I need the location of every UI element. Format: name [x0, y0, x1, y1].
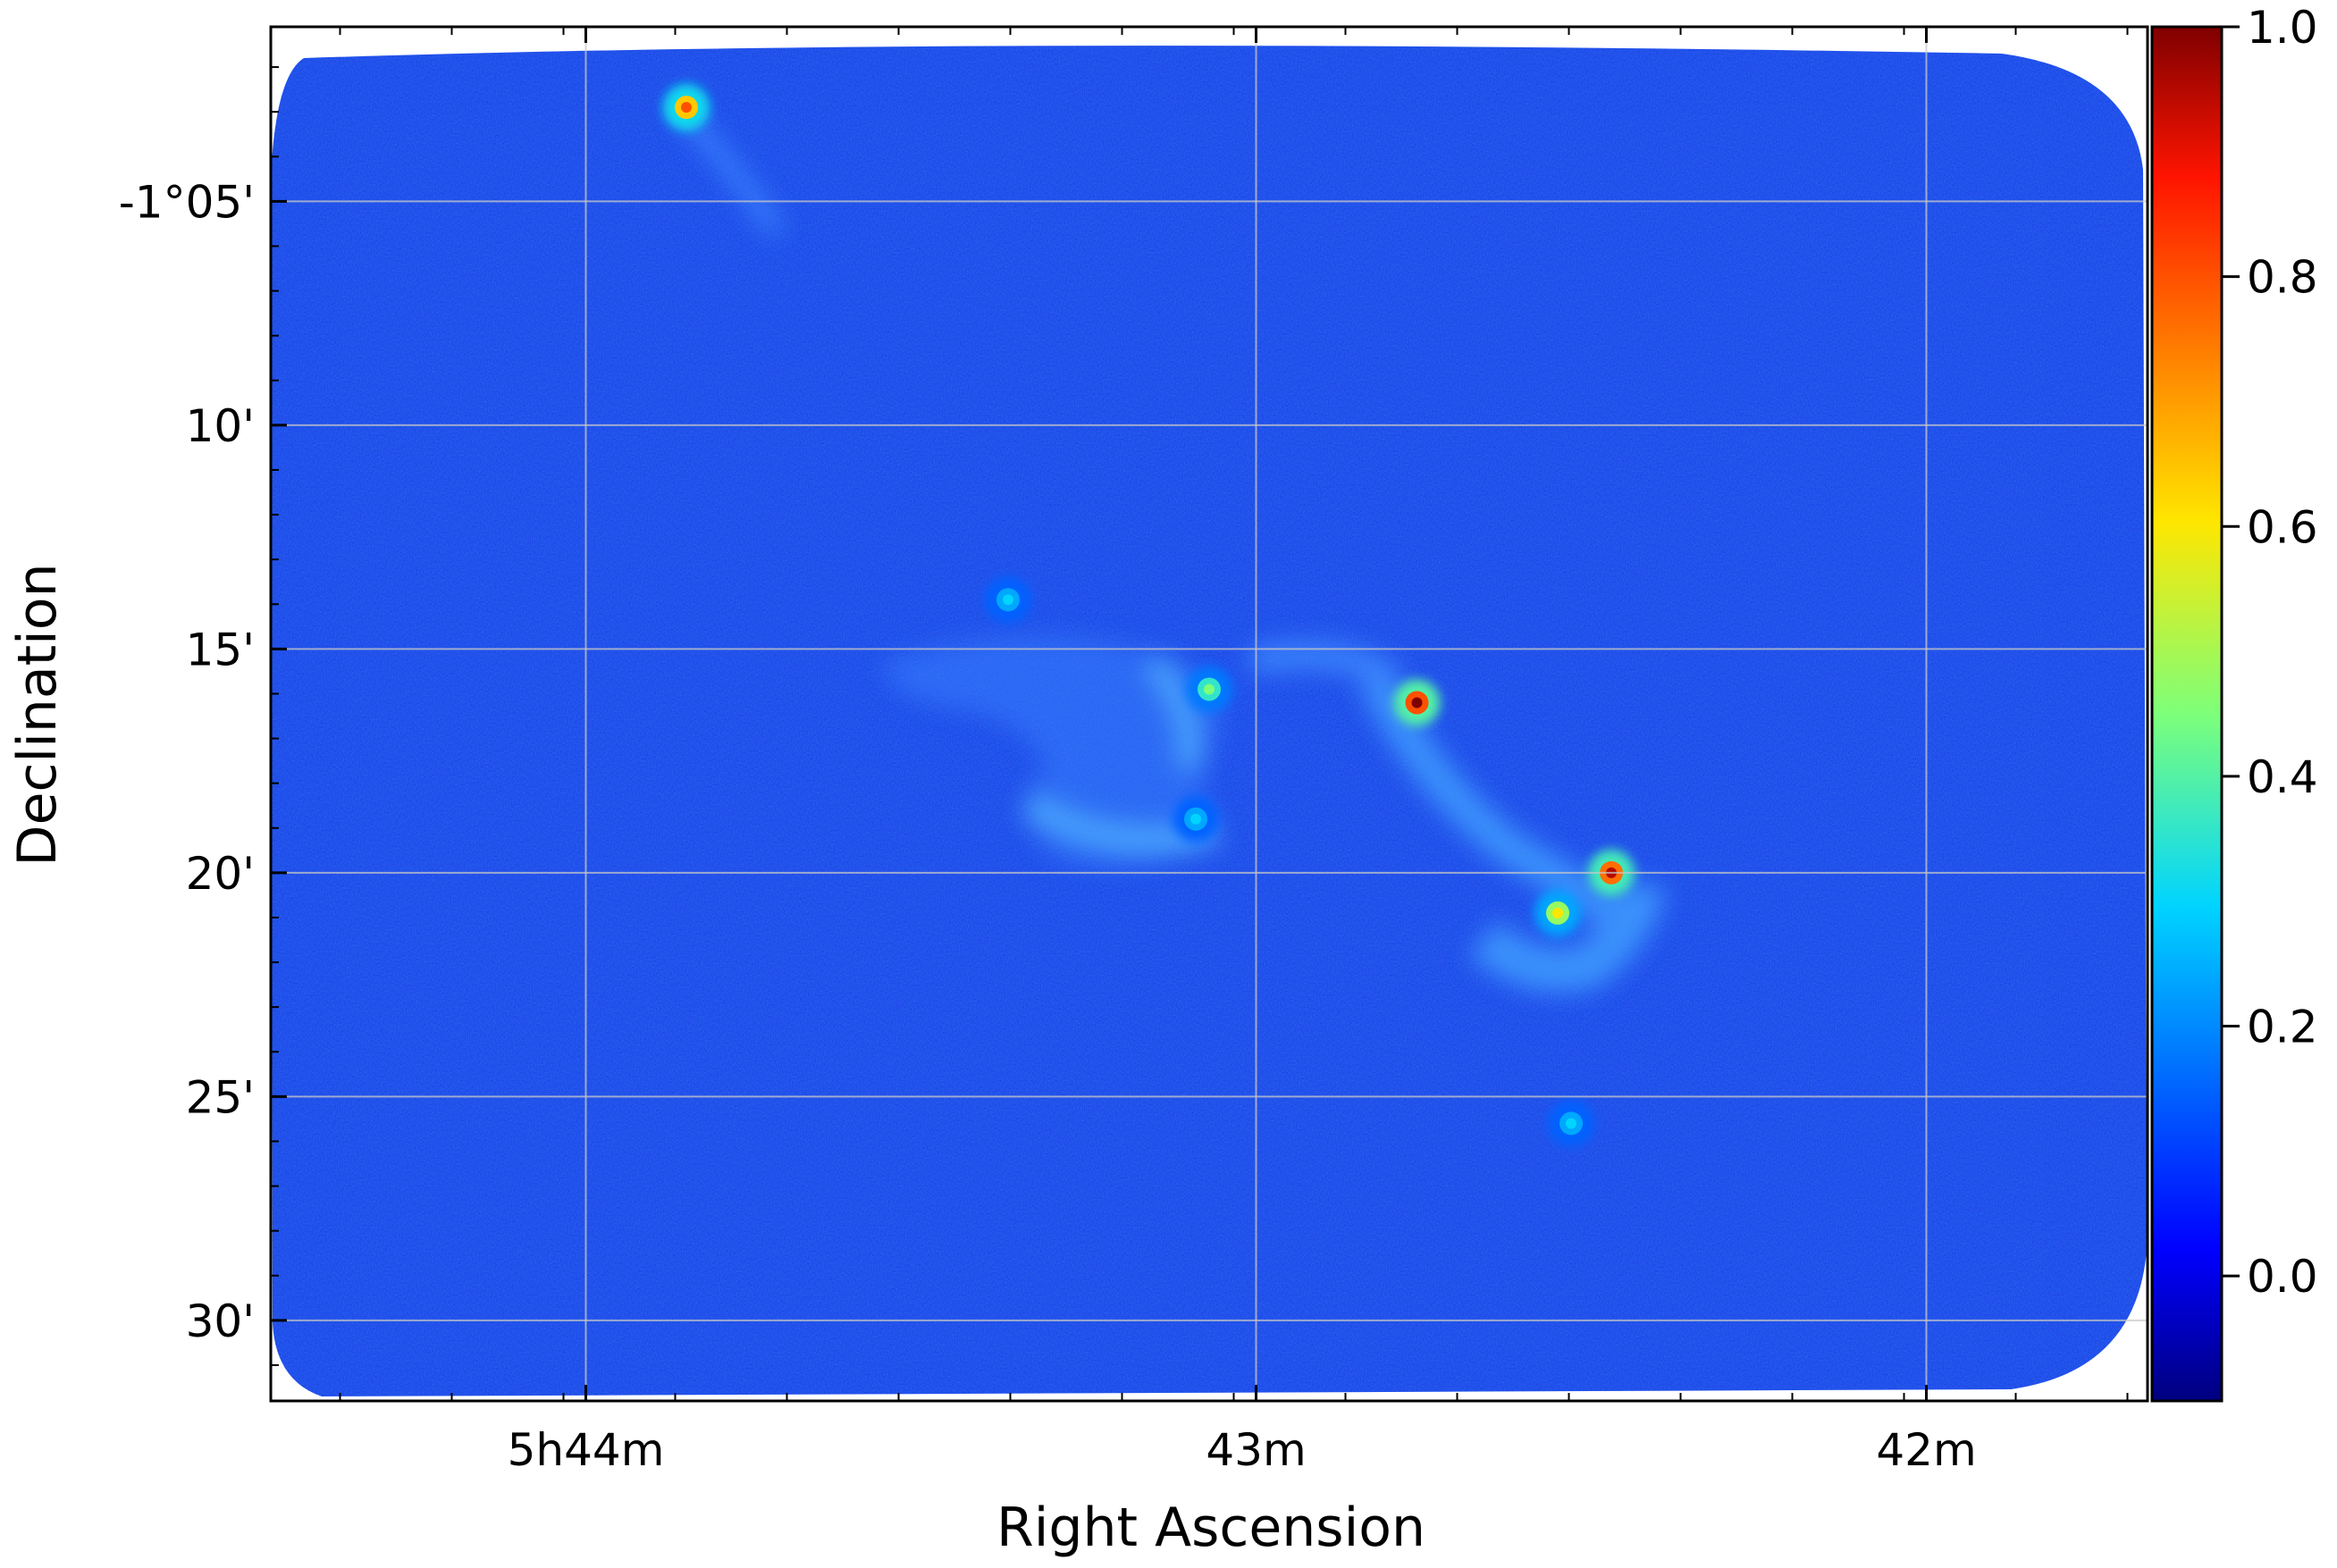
x-axis-label: Right Ascension — [996, 1497, 1425, 1559]
y-tick-label: 30' — [186, 1295, 255, 1347]
y-tick-label: 25' — [186, 1071, 255, 1123]
colorbar-tick-label: 0.6 — [2247, 501, 2318, 553]
source-core — [1411, 697, 1423, 709]
source-core — [1003, 594, 1013, 606]
source-core — [681, 102, 692, 113]
y-tick-label: 20' — [186, 848, 255, 900]
colorbar — [2152, 27, 2222, 1401]
x-tick-label: 42m — [1876, 1424, 1976, 1476]
colorbar-tick-label: 1.0 — [2247, 2, 2318, 54]
x-axis-ticks: 5h44m 43m 42m — [339, 27, 2129, 1476]
source-core — [1204, 683, 1215, 695]
grid-lines — [271, 27, 2148, 1401]
y-tick-label: 15' — [186, 624, 255, 675]
colorbar-tick-label: 0.4 — [2247, 751, 2318, 803]
source-core — [1190, 813, 1201, 825]
y-tick-label: 10' — [186, 400, 255, 452]
colorbar-tick-label: 0.0 — [2247, 1251, 2318, 1303]
y-axis-ticks: -1°05' 10' 15' 20' 25' 30' — [119, 66, 287, 1366]
plot-frame — [269, 25, 2149, 1403]
bright-sources — [663, 84, 1635, 1147]
y-axis-label: Declination — [6, 563, 69, 866]
source-core — [1552, 907, 1563, 918]
colorbar-tick-label: 0.8 — [2247, 252, 2318, 304]
intensity-map — [271, 46, 2147, 1397]
colorbar-ticks: 0.0 0.2 0.4 0.6 0.8 1.0 — [2222, 2, 2318, 1303]
x-tick-label: 43m — [1206, 1424, 1306, 1476]
y-tick-label: -1°05' — [119, 176, 255, 228]
source-core — [1566, 1118, 1576, 1129]
colorbar-frame — [2150, 25, 2224, 1403]
colorbar-tick-label: 0.2 — [2247, 1002, 2318, 1053]
x-tick-label: 5h44m — [508, 1424, 665, 1476]
